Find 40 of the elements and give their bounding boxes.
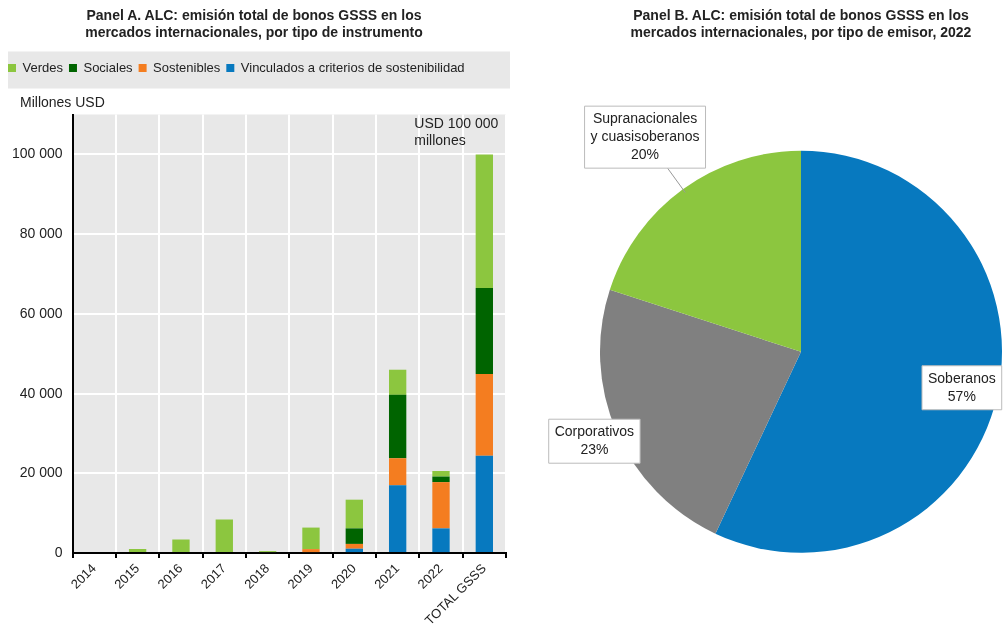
bar	[475, 374, 493, 456]
bar	[128, 549, 147, 553]
bar	[475, 154, 493, 289]
chart-title: Panel B. ALC: emisión total de bonos GSSS en los mercados internacionales, por tipo de emisor, 2022	[630, 7, 972, 41]
bar	[215, 519, 233, 553]
bar	[172, 539, 190, 553]
legend-label: Verdes	[22, 59, 64, 75]
bar	[432, 476, 450, 483]
bar	[302, 549, 320, 553]
legend-label: Vinculados a criterios de sostenibilidad	[240, 59, 465, 75]
data-label: 20%	[631, 146, 660, 163]
bar	[302, 527, 320, 550]
bar	[475, 288, 493, 375]
y-tick-label: 80 000	[19, 225, 63, 242]
legend-label: Sostenibles	[153, 59, 221, 75]
bar	[345, 499, 363, 529]
bar	[388, 369, 407, 395]
bar	[388, 394, 407, 459]
data-label: 57%	[947, 387, 976, 404]
bar	[432, 470, 450, 477]
bar	[475, 455, 493, 553]
slice-label: Soberanos	[927, 369, 996, 386]
data-label: 23%	[580, 441, 609, 458]
y-tick-label: 60 000	[19, 304, 63, 321]
y-tick-label: 20 000	[19, 464, 63, 481]
bar	[388, 458, 407, 486]
y-tick-label: 0	[54, 543, 63, 560]
y-tick-label: 100 000	[12, 145, 63, 162]
bar	[388, 485, 407, 553]
bar	[345, 543, 363, 549]
y-tick-label: 40 000	[19, 384, 63, 401]
y-axis-title: Millones USD	[20, 94, 105, 111]
chart-title: Panel A. ALC: emisión total de bonos GSSS en los mercados internacionales, por tipo de instrumento	[85, 7, 423, 41]
bar	[432, 528, 450, 553]
annotation: USD 100 000 millones	[414, 115, 499, 149]
legend-label: Sociales	[83, 59, 134, 75]
bar	[432, 482, 450, 529]
slice-label: Corporativos	[554, 423, 635, 440]
slice-label: Supranacionales y cuasisoberanos	[590, 110, 700, 145]
bar	[345, 528, 363, 544]
